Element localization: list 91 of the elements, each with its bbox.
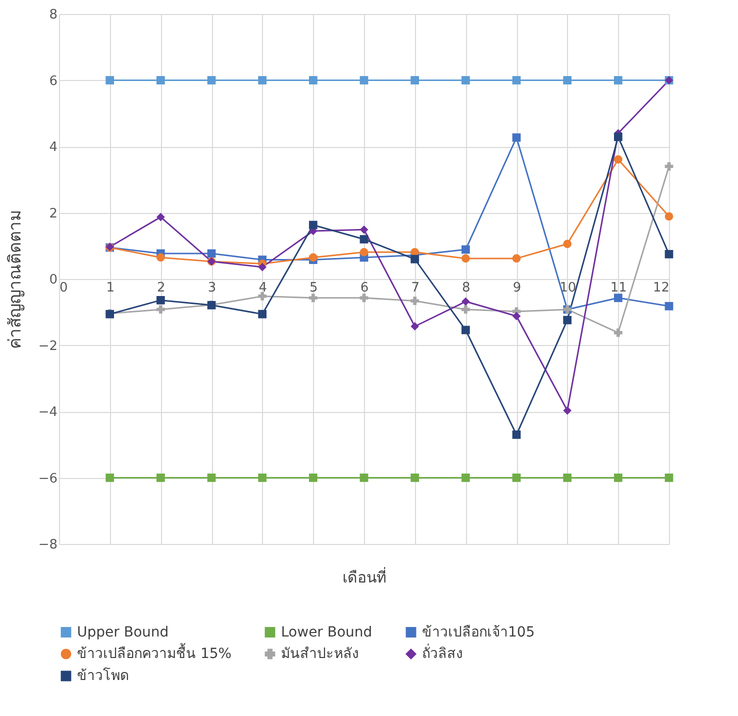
- point: [410, 474, 420, 482]
- point: [106, 76, 114, 84]
- legend-label: ข้าวเปลือกความชื้น 15%: [77, 643, 232, 662]
- point: [614, 76, 622, 84]
- x-tick-label: 8: [462, 280, 470, 296]
- point: [360, 294, 368, 302]
- x-axis-title: เดือนที่: [342, 566, 386, 586]
- point: [156, 253, 165, 262]
- point: [410, 322, 420, 331]
- point: [664, 250, 674, 258]
- point: [512, 133, 521, 142]
- point: [512, 254, 521, 263]
- point: [360, 474, 368, 482]
- point: [461, 76, 470, 84]
- x-tick-label: 10: [560, 280, 576, 296]
- legend-label: ถั่วลิสง: [422, 644, 463, 662]
- point: [664, 474, 674, 482]
- point: [308, 220, 318, 230]
- legend-label: มันสำปะหลัง: [281, 646, 359, 662]
- x-tick-label: 12: [652, 280, 670, 296]
- point: [614, 328, 622, 337]
- point: [207, 249, 216, 258]
- y-axis-title: ค่าสัญญาณติดตาม: [5, 210, 26, 349]
- point: [410, 296, 420, 306]
- point: [410, 76, 420, 84]
- point: [258, 262, 267, 272]
- y-tick-label: −6: [38, 471, 58, 486]
- point: [258, 292, 267, 300]
- y-tick-label: 6: [49, 74, 58, 89]
- point: [410, 254, 420, 264]
- point: [308, 253, 318, 262]
- y-tick-label: 8: [49, 8, 58, 22]
- point: [563, 316, 572, 324]
- point: [308, 474, 318, 482]
- x-tick-label: 4: [258, 280, 267, 296]
- point: [461, 305, 470, 314]
- point: [461, 245, 470, 254]
- point: [563, 76, 572, 84]
- x-tick-label: 2: [157, 280, 166, 296]
- point: [563, 240, 572, 248]
- point: [512, 76, 521, 84]
- point: [156, 76, 165, 84]
- point: [207, 76, 216, 84]
- x-tick-label: 11: [610, 280, 627, 296]
- point: [563, 474, 572, 482]
- point: [258, 310, 267, 318]
- y-tick-label: 4: [49, 140, 58, 155]
- legend-label: ข้าวเปลือกเจ้า105: [422, 624, 535, 640]
- x-tick-label: 5: [310, 280, 318, 296]
- point: [156, 296, 165, 304]
- x-tick-label: 3: [208, 280, 216, 296]
- point: [156, 212, 165, 222]
- point: [614, 294, 622, 302]
- point: [512, 430, 521, 439]
- point: [461, 326, 470, 334]
- point: [360, 248, 368, 256]
- y-tick-label: −8: [38, 538, 58, 552]
- x-tick-label: 7: [411, 280, 420, 296]
- point: [512, 474, 521, 482]
- point: [308, 294, 318, 302]
- x-tick-label: 9: [512, 280, 522, 296]
- point: [106, 474, 114, 482]
- legend-label: ข้าวโพด: [77, 667, 129, 684]
- point: [563, 406, 572, 415]
- point: [308, 76, 318, 84]
- x-tick-label: 0: [60, 280, 68, 296]
- point: [664, 212, 674, 221]
- point: [360, 235, 368, 244]
- legend-label: Lower Bound: [281, 624, 372, 640]
- point: [207, 474, 216, 482]
- point: [512, 312, 521, 320]
- x-tick-label: 6: [360, 280, 369, 296]
- y-tick-label: −4: [38, 405, 58, 420]
- legend-label: Upper Bound: [77, 624, 169, 640]
- x-tick-label: 1: [106, 280, 114, 296]
- point: [360, 225, 368, 234]
- point: [258, 76, 267, 84]
- point: [258, 474, 267, 482]
- y-tick-label: −2: [38, 338, 58, 354]
- point: [156, 305, 165, 314]
- point: [664, 302, 674, 310]
- point: [461, 297, 470, 306]
- point: [360, 76, 368, 84]
- y-tick-label: 2: [49, 206, 58, 222]
- point: [461, 474, 470, 482]
- point: [156, 474, 165, 482]
- point: [614, 132, 622, 142]
- point: [664, 162, 674, 171]
- point: [614, 155, 622, 164]
- point: [461, 254, 470, 263]
- point: [614, 474, 622, 482]
